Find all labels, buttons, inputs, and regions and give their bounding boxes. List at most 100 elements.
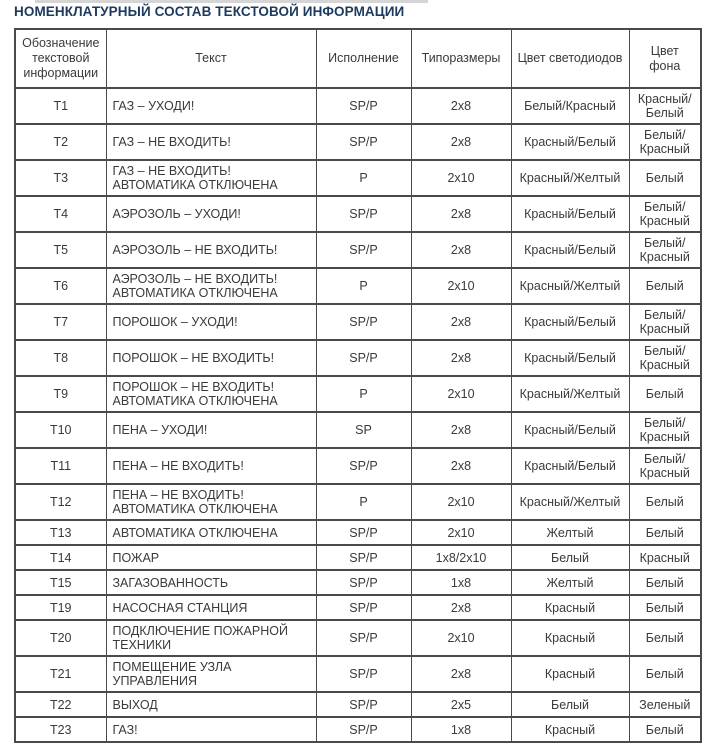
cell-typesize: 2х8 — [410, 447, 512, 485]
table-row: Т20 ПОДКЛЮЧЕНИЕ ПОЖАРНОЙ ТЕХНИКИ SP/P 2х10 К… — [14, 619, 702, 657]
cell-bg-color: Белый/​Красный — [628, 195, 702, 233]
cell-text: ПОРОШОК – НЕ ВХОДИТЬ! АВТОМАТИКА ОТКЛЮЧЕ… — [105, 375, 317, 413]
header-designation: Обозначение текстовой информации — [14, 28, 107, 89]
cell-bg-color: Белый/​Красный — [628, 231, 702, 269]
cell-led-color: Белый — [510, 691, 630, 718]
cell-typesize: 2х8 — [410, 87, 512, 125]
table-row: Т10 ПЕНА – УХОДИ! SP 2х8 Красный/Белый Белый/… — [14, 411, 702, 449]
cell-text: АЭРОЗОЛЬ – НЕ ВХОДИТЬ! — [105, 231, 317, 269]
table-row: Т5 АЭРОЗОЛЬ – НЕ ВХОДИТЬ! SP/P 2х8 Красный/Б… — [14, 231, 702, 269]
cell-text: АВТОМАТИКА ОТКЛЮЧЕНА — [105, 519, 317, 546]
cell-led-color: Красный/Белый — [510, 339, 630, 377]
cell-designation: Т14 — [14, 544, 107, 571]
page-title: НОМЕНКЛАТУРНЫЙ СОСТАВ ТЕКСТОВОЙ ИНФОРМАЦ… — [14, 4, 405, 19]
cell-led-color: Красный/Желтый — [510, 267, 630, 305]
table-row: Т2 ГАЗ – НЕ ВХОДИТЬ! SP/P 2х8 Красный/Белый Б… — [14, 123, 702, 161]
cell-bg-color: Зеленый — [628, 691, 702, 718]
cell-designation: Т7 — [14, 303, 107, 341]
cell-typesize: 2х10 — [410, 519, 512, 546]
cell-execution: SP/P — [315, 123, 412, 161]
cell-typesize: 1х8/2х10 — [410, 544, 512, 571]
cell-led-color: Красный — [510, 594, 630, 621]
cell-execution: SP/P — [315, 303, 412, 341]
header-typesizes: Типоразмеры — [410, 28, 512, 89]
cell-text: ГАЗ! — [105, 716, 317, 743]
cell-bg-color: Белый/​Красный — [628, 339, 702, 377]
cell-bg-color: Белый — [628, 483, 702, 521]
cell-text: ПЕНА – НЕ ВХОДИТЬ! АВТОМАТИКА ОТКЛЮЧЕНА — [105, 483, 317, 521]
cell-text: ПЕНА – УХОДИ! — [105, 411, 317, 449]
cell-led-color: Желтый — [510, 569, 630, 596]
table-row: Т22 ВЫХОД SP/P 2х5 Белый Зеленый — [14, 691, 702, 718]
cell-designation: Т9 — [14, 375, 107, 413]
cell-designation: Т12 — [14, 483, 107, 521]
table-row: Т21 ПОМЕЩЕНИЕ УЗЛА УПРАВЛЕНИЯ SP/P 2х8 Красн… — [14, 655, 702, 693]
cell-typesize: 2х10 — [410, 159, 512, 197]
cell-designation: Т3 — [14, 159, 107, 197]
cell-text: ЗАГАЗОВАННОСТЬ — [105, 569, 317, 596]
cell-led-color: Красный/Желтый — [510, 375, 630, 413]
table-row: Т15 ЗАГАЗОВАННОСТЬ SP/P 1х8 Желтый Белый — [14, 569, 702, 596]
cell-designation: Т5 — [14, 231, 107, 269]
cell-execution: SP/P — [315, 195, 412, 233]
table-row: Т19 НАСОСНАЯ СТАНЦИЯ SP/P 2х8 Красный Белый — [14, 594, 702, 621]
table-row: Т7 ПОРОШОК – УХОДИ! SP/P 2х8 Красный/Белый Бе… — [14, 303, 702, 341]
table-row: Т23 ГАЗ! SP/P 1х8 Красный Белый — [14, 716, 702, 743]
cell-designation: Т23 — [14, 716, 107, 743]
cell-execution: SP/P — [315, 619, 412, 657]
cell-text: АЭРОЗОЛЬ – УХОДИ! — [105, 195, 317, 233]
cell-typesize: 1х8 — [410, 716, 512, 743]
cell-led-color: Красный/Желтый — [510, 483, 630, 521]
cell-typesize: 2х8 — [410, 339, 512, 377]
cell-execution: SP/P — [315, 716, 412, 743]
cell-led-color: Красный — [510, 716, 630, 743]
cell-execution: Р — [315, 267, 412, 305]
cell-bg-color: Белый — [628, 519, 702, 546]
cell-text: ВЫХОД — [105, 691, 317, 718]
table-header-row: Обозначение текстовой информации Текст И… — [14, 28, 702, 89]
cell-bg-color: Белый — [628, 375, 702, 413]
cell-typesize: 2х10 — [410, 483, 512, 521]
table-row: Т8 ПОРОШОК – НЕ ВХОДИТЬ! SP/P 2х8 Красный/Бе… — [14, 339, 702, 377]
cell-bg-color: Белый — [628, 267, 702, 305]
table-row: Т1 ГАЗ – УХОДИ! SP/P 2х8 Белый/Красный Красны… — [14, 87, 702, 125]
cell-designation: Т21 — [14, 655, 107, 693]
cell-bg-color: Белый — [628, 655, 702, 693]
table-row: Т14 ПОЖАР SP/P 1х8/2х10 Белый Красный — [14, 544, 702, 571]
table-row: Т11 ПЕНА – НЕ ВХОДИТЬ! SP/P 2х8 Красный/Белы… — [14, 447, 702, 485]
cell-execution: Р — [315, 483, 412, 521]
cell-execution: SP/P — [315, 87, 412, 125]
cell-typesize: 2х8 — [410, 231, 512, 269]
cell-typesize: 2х8 — [410, 655, 512, 693]
cell-designation: Т2 — [14, 123, 107, 161]
cell-designation: Т4 — [14, 195, 107, 233]
cell-execution: SP/P — [315, 655, 412, 693]
table-row: Т9 ПОРОШОК – НЕ ВХОДИТЬ! АВТОМАТИКА ОТКЛЮ… — [14, 375, 702, 413]
header-led-color: Цвет светодиодов — [510, 28, 630, 89]
cell-designation: Т1 — [14, 87, 107, 125]
cell-execution: SP/P — [315, 544, 412, 571]
cell-execution: SP/P — [315, 231, 412, 269]
cell-typesize: 2х8 — [410, 594, 512, 621]
cell-led-color: Белый/Красный — [510, 87, 630, 125]
cell-execution: Р — [315, 159, 412, 197]
cell-execution: SP/P — [315, 594, 412, 621]
cell-designation: Т19 — [14, 594, 107, 621]
table-header: Обозначение текстовой информации Текст И… — [14, 28, 702, 89]
cell-bg-color: Белый — [628, 594, 702, 621]
cell-execution: Р — [315, 375, 412, 413]
cell-text: ГАЗ – УХОДИ! — [105, 87, 317, 125]
cell-typesize: 2х8 — [410, 123, 512, 161]
cell-led-color: Красный — [510, 655, 630, 693]
cell-designation: Т15 — [14, 569, 107, 596]
cell-execution: SP/P — [315, 519, 412, 546]
cell-led-color: Красный — [510, 619, 630, 657]
cell-led-color: Красный/Белый — [510, 303, 630, 341]
cell-bg-color: Белый/​Красный — [628, 303, 702, 341]
header-execution: Исполнение — [315, 28, 412, 89]
cell-bg-color: Белый/​Красный — [628, 123, 702, 161]
nomenclature-table: Обозначение текстовой информации Текст И… — [14, 28, 702, 743]
cell-bg-color: Красный — [628, 544, 702, 571]
cell-led-color: Красный/Белый — [510, 195, 630, 233]
cell-designation: Т11 — [14, 447, 107, 485]
